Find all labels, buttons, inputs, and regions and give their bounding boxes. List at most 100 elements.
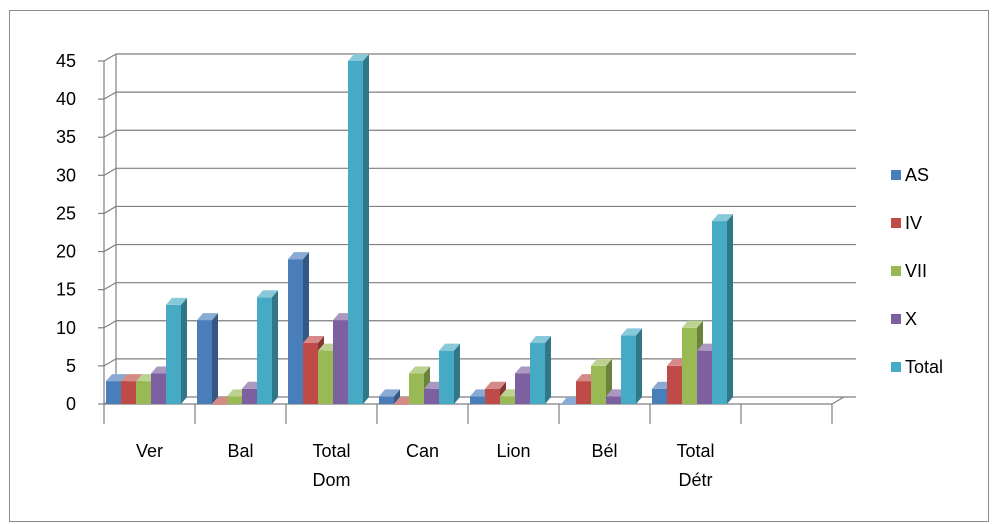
bar-top: [485, 381, 506, 389]
x-tick-label: Can: [406, 441, 439, 461]
bar-total-2: [348, 54, 369, 404]
bar-front: [697, 350, 712, 404]
bar-as-1: [197, 313, 218, 404]
gridline-side: [103, 282, 117, 291]
bar-side: [454, 343, 460, 404]
bar-front: [166, 304, 181, 404]
bar-front: [530, 343, 545, 404]
gridline-side: [103, 129, 117, 138]
bar-top: [257, 290, 278, 298]
bar-front: [576, 381, 591, 404]
bar-side: [394, 389, 400, 404]
gridline-side: [103, 320, 117, 329]
bar-front: [106, 381, 121, 404]
bar-front: [712, 221, 727, 404]
y-tick-label: 5: [66, 356, 76, 376]
bar-top: [303, 336, 324, 344]
bar-total-1: [257, 290, 278, 404]
bar-front: [394, 404, 409, 405]
bar-top: [106, 374, 127, 382]
bar-total-3: [439, 343, 460, 404]
x-tick-label: Dom: [312, 470, 350, 490]
bar-top: [348, 54, 369, 61]
bar-top: [288, 252, 309, 260]
bar-front: [136, 381, 151, 404]
bar-side: [363, 54, 369, 404]
bars: [106, 54, 733, 405]
legend-label: VII: [905, 261, 927, 281]
bar-side: [636, 328, 642, 404]
legend-swatch: [891, 170, 901, 180]
y-tick-label: 25: [56, 203, 76, 223]
bar-front: [682, 327, 697, 404]
y-tick-label: 35: [56, 127, 76, 147]
x-tick-label: Ver: [136, 441, 163, 461]
gridline-side: [103, 53, 117, 62]
legend-swatch: [891, 266, 901, 276]
bar-top: [591, 358, 612, 366]
bar-front: [561, 404, 576, 405]
legend-swatch: [891, 362, 901, 372]
y-tick-label: 15: [56, 280, 76, 300]
bar-front: [257, 297, 272, 404]
y-tick-label: 45: [56, 51, 76, 71]
y-tick-label: 30: [56, 165, 76, 185]
bar-total-5: [621, 328, 642, 404]
bar-as-3: [379, 389, 400, 404]
bar-side: [272, 290, 278, 404]
bar-front: [500, 396, 515, 404]
bar-top: [409, 366, 430, 374]
bar-top: [621, 328, 642, 336]
bar-total-6: [712, 214, 733, 404]
gridline-side: [103, 91, 117, 100]
bar-top: [121, 374, 142, 382]
bar-front: [409, 373, 424, 404]
bar-top: [682, 320, 703, 328]
legend-label: AS: [905, 165, 929, 185]
bar-front: [485, 388, 500, 404]
x-tick-label: Total: [676, 441, 714, 461]
bar-side: [727, 214, 733, 404]
bar-front: [606, 396, 621, 404]
gridline-side: [103, 244, 117, 253]
bar-total-4: [530, 336, 551, 404]
bar-front: [424, 388, 439, 404]
x-tick-label: Détr: [678, 470, 712, 490]
floor-edge: [831, 396, 845, 405]
x-tick-label: Bél: [591, 441, 617, 461]
bar-vii-5: [591, 358, 612, 404]
bar-side: [181, 297, 187, 404]
bar-front: [333, 320, 348, 404]
y-tick-label: 40: [56, 89, 76, 109]
bar-top: [197, 313, 218, 321]
bar-front: [621, 335, 636, 404]
bar-front: [121, 381, 136, 404]
bar-front: [439, 350, 454, 404]
bar-front: [151, 373, 166, 404]
bar-front: [652, 388, 667, 404]
bar-top: [439, 343, 460, 351]
bar-top: [712, 214, 733, 222]
y-tick-label: 0: [66, 394, 76, 414]
bar-total-0: [166, 297, 187, 404]
bar-top: [166, 297, 187, 305]
legend-swatch: [891, 218, 901, 228]
y-tick-label: 20: [56, 242, 76, 262]
legend-swatch: [891, 314, 901, 324]
bar-front: [470, 396, 485, 404]
bar-side: [212, 313, 218, 404]
bar-top: [530, 336, 551, 344]
bar-front: [591, 365, 606, 404]
legend-label: Total: [905, 357, 943, 377]
bar-front: [318, 350, 333, 404]
gridline-side: [103, 167, 117, 176]
bar-front: [303, 343, 318, 404]
y-tick-label: 10: [56, 318, 76, 338]
gridline-side: [103, 358, 117, 367]
x-tick-label: Total: [312, 441, 350, 461]
bar-front: [212, 404, 227, 405]
bar-front: [348, 61, 363, 404]
bar-front: [667, 365, 682, 404]
bar-front: [197, 320, 212, 404]
gridline-side: [103, 205, 117, 214]
